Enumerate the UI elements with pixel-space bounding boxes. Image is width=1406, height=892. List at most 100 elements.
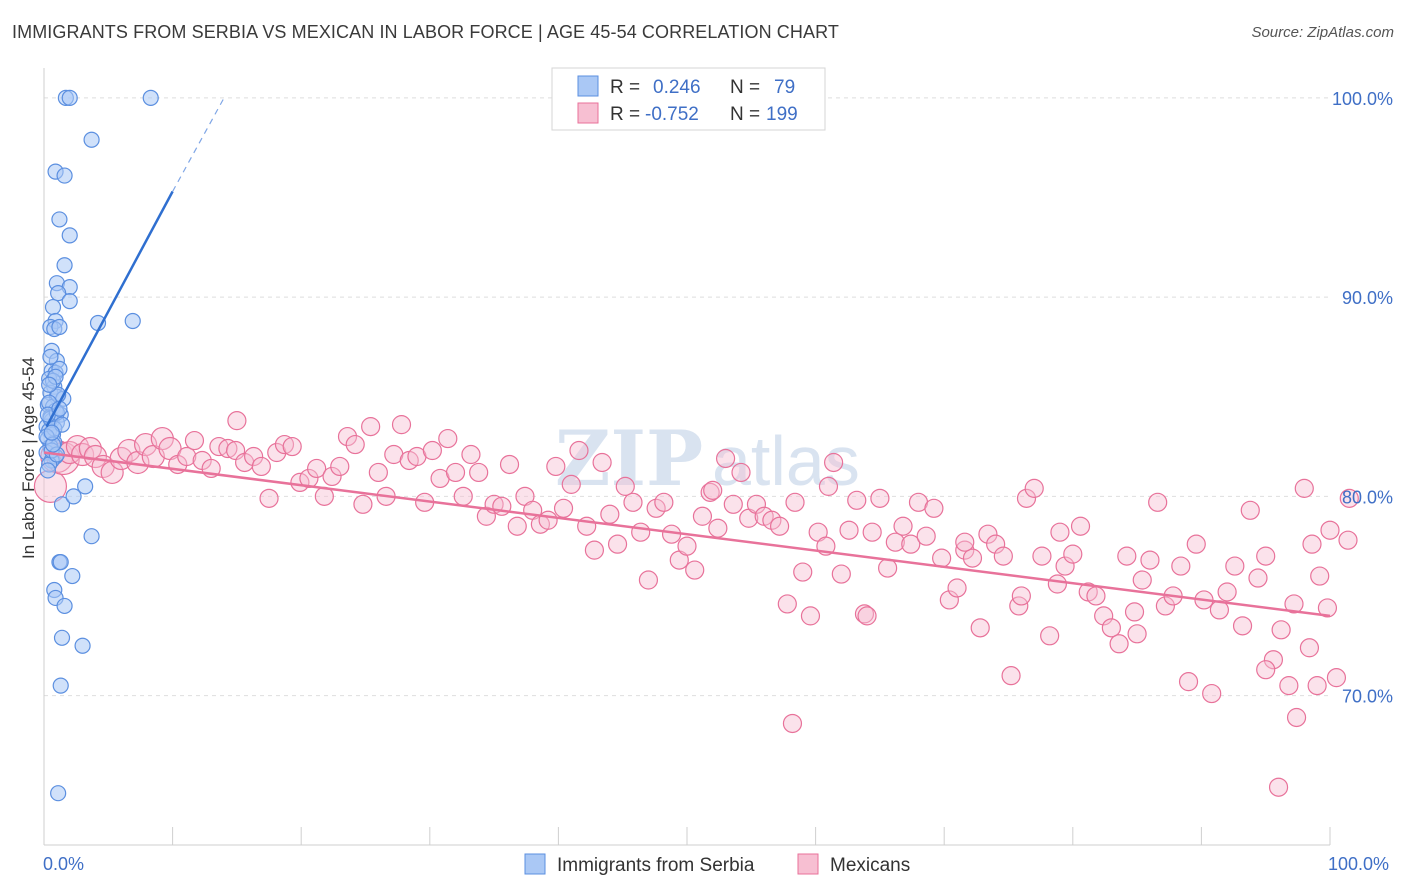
y-tick-label: 70.0% [1342, 687, 1393, 707]
series-legend-swatch-mexicans [797, 853, 819, 875]
mexicans-point [978, 524, 998, 544]
mexicans-point [184, 430, 205, 451]
mexicans-point [251, 456, 271, 477]
mexicans-point [1307, 676, 1327, 696]
serbia-point [53, 629, 71, 646]
mexicans-point [1338, 530, 1358, 550]
serbia-point [53, 496, 71, 513]
mexicans-point [438, 428, 458, 449]
serbia-point [124, 312, 141, 330]
mexicans-point [1047, 574, 1067, 594]
mexicans-point [939, 590, 959, 610]
serbia-point [51, 211, 68, 228]
mexicans-point [1094, 606, 1114, 626]
x-tick-label-min: 0.0% [43, 854, 84, 874]
mexicans-point [1040, 626, 1060, 646]
mexicans-point [546, 456, 566, 477]
stats-legend-r-value-blue: 0.246 [653, 77, 701, 98]
mexicans-point [885, 532, 905, 552]
mexicans-point [916, 526, 936, 546]
mexicans-point [1086, 586, 1106, 606]
mexicans-point [1011, 586, 1031, 606]
mexicans-point [538, 510, 558, 530]
mexicans-point [1256, 660, 1276, 680]
mexicans-point [1225, 556, 1245, 576]
serbia-point [52, 677, 69, 694]
series-legend-label-serbia: Immigrants from Serbia [557, 855, 755, 876]
serbia-trend-extension [172, 97, 225, 192]
mexicans-point [1001, 666, 1021, 686]
mexicans-point [353, 494, 373, 514]
mexicans-point [1171, 556, 1191, 576]
mexicans-point [831, 564, 851, 584]
mexicans-point [1310, 566, 1330, 586]
y-tick-label: 90.0% [1342, 288, 1393, 308]
mexicans-point [1070, 516, 1091, 536]
mexicans-point [793, 562, 813, 582]
mexicans-point [654, 492, 674, 512]
mexicans-point [955, 540, 975, 560]
mexicans-point [1032, 546, 1052, 566]
mexicans-point [782, 713, 803, 734]
mexicans-point [345, 434, 365, 455]
mexicans-points [33, 411, 1359, 797]
mexicans-point [800, 606, 821, 626]
stats-legend: R = 0.246 N = 79 R = -0.752 N = 199 [551, 67, 826, 131]
mexicans-point [1186, 534, 1206, 554]
serbia-point [50, 785, 67, 802]
watermark-atlas: atlas [712, 422, 860, 500]
mexicans-point [638, 570, 659, 590]
mexicans-point [703, 480, 723, 500]
mexicans-point [986, 534, 1006, 554]
mexicans-point [1302, 534, 1322, 554]
mexicans-point [218, 438, 238, 459]
mexicans-point [1055, 556, 1075, 576]
serbia-point [64, 567, 81, 585]
series-legend-label-mexicans: Mexicans [830, 855, 910, 876]
serbia-point [56, 597, 73, 615]
mexicans-point [1155, 596, 1175, 616]
stats-legend-n-value-blue: 79 [774, 77, 795, 98]
mexicans-point [847, 490, 867, 510]
y-tick-label: 100.0% [1332, 89, 1393, 109]
serbia-point [83, 528, 100, 545]
mexicans-point [322, 466, 342, 487]
mexicans-point [646, 498, 666, 518]
mexicans-point [337, 426, 358, 447]
mexicans-point [361, 417, 381, 437]
mexicans-point [1016, 488, 1037, 508]
mexicans-point [290, 472, 310, 492]
mexicans-point [615, 476, 635, 496]
mexicans-point [1294, 478, 1314, 498]
serbia-point [61, 227, 78, 244]
mexicans-point [731, 462, 751, 483]
mexicans-point [878, 558, 898, 578]
mexicans-point [924, 498, 944, 518]
mexicans-point [970, 618, 990, 638]
serbia-point [61, 293, 78, 310]
mexicans-point [1271, 620, 1291, 640]
stats-legend-r-value-pink: -0.752 [645, 104, 699, 125]
mexicans-point [1178, 672, 1199, 692]
mexicans-point [1202, 683, 1222, 704]
mexicans-point [1124, 602, 1145, 622]
mexicans-point [708, 518, 728, 538]
mexicans-point [368, 462, 388, 483]
mexicans-point [769, 516, 790, 536]
serbia-point [51, 318, 68, 336]
mexicans-point [1063, 544, 1083, 564]
mexicans-point [854, 604, 875, 624]
mexicans-point [631, 522, 651, 542]
serbia-point [65, 488, 82, 505]
mexicans-trend-line [43, 451, 1331, 618]
mexicans-point [1317, 598, 1338, 618]
mexicans-point [1299, 638, 1320, 658]
mexicans-point [453, 486, 473, 506]
stats-legend-n-label-pink: N = [730, 104, 760, 125]
mexicans-point [1263, 650, 1284, 670]
serbia-point [52, 553, 69, 571]
mexicans-point [1217, 582, 1237, 602]
mexicans-point [715, 448, 736, 469]
serbia-point [61, 89, 78, 106]
